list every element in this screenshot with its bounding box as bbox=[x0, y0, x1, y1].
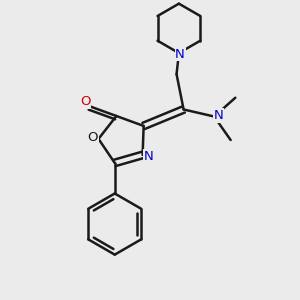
Text: O: O bbox=[80, 95, 90, 108]
Text: N: N bbox=[144, 150, 153, 163]
Text: N: N bbox=[175, 48, 185, 61]
Text: O: O bbox=[87, 131, 98, 144]
Text: N: N bbox=[214, 109, 223, 122]
